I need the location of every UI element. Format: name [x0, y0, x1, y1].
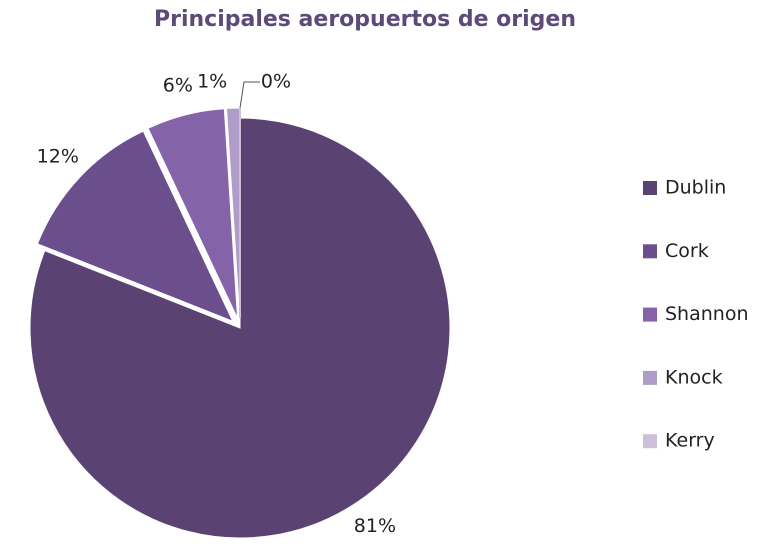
- data-label: 0%: [261, 71, 291, 93]
- legend-label: Shannon: [665, 303, 749, 325]
- legend-label: Dublin: [665, 177, 726, 199]
- legend-swatch: [643, 370, 657, 385]
- legend-swatch: [643, 434, 657, 449]
- pie-slice: [36, 130, 234, 323]
- data-label: 81%: [354, 515, 396, 537]
- data-label: 6%: [163, 74, 193, 96]
- legend-swatch: [643, 244, 657, 259]
- chart-title: Principales aeropuertos de origen: [154, 7, 576, 32]
- legend-swatch: [643, 181, 657, 195]
- legend-swatch: [643, 307, 657, 322]
- data-label: 1%: [197, 71, 227, 93]
- legend-label: Kerry: [665, 430, 715, 452]
- legend-label: Knock: [665, 366, 723, 388]
- leader-line: [239, 81, 260, 109]
- pie-slice: [29, 117, 451, 539]
- pie-slice: [147, 108, 239, 319]
- data-label: 12%: [37, 145, 79, 167]
- legend-label: Cork: [665, 240, 709, 262]
